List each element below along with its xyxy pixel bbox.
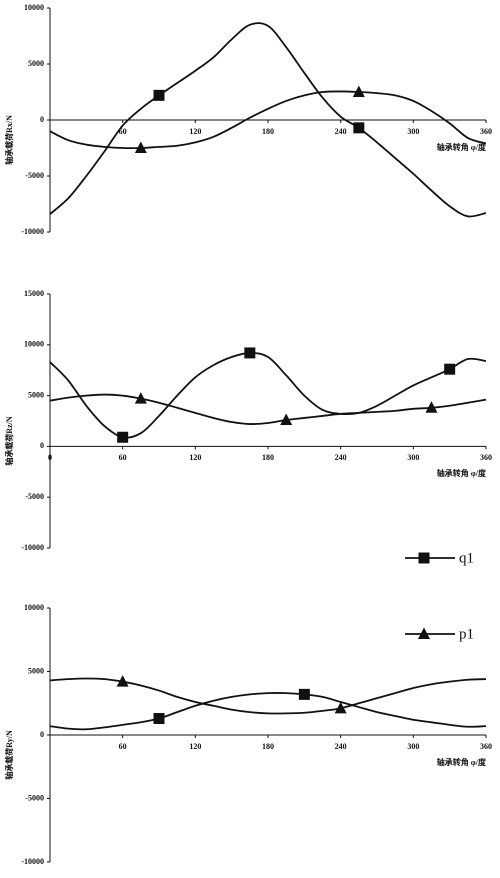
- series-line: [49, 90, 487, 150]
- marker: [117, 431, 129, 443]
- y-tick-label: 5000: [28, 390, 44, 399]
- marker: [352, 85, 365, 97]
- y-tick-label: 10000: [24, 3, 44, 12]
- x-axis-label: 轴承转角 φ/度: [437, 468, 487, 478]
- x-tick-label: 300: [407, 742, 419, 751]
- marker: [425, 401, 438, 413]
- marker: [116, 675, 129, 687]
- x-axis-label: 轴承转角 φ/度: [437, 757, 487, 767]
- marker: [134, 141, 147, 153]
- x-tick-label: 240: [335, 127, 347, 136]
- x-tick-label: 180: [262, 742, 274, 751]
- y-tick-label: 5000: [28, 666, 44, 675]
- x-tick-label: 0: [48, 453, 52, 462]
- x-axis-label: 轴承转角 φ/度: [437, 142, 487, 152]
- marker: [353, 122, 365, 134]
- marker: [298, 688, 310, 700]
- y-tick-label: -10000: [21, 857, 44, 866]
- legend-marker: [418, 552, 430, 564]
- series-line: [49, 22, 487, 218]
- legend-label: q1: [459, 550, 474, 566]
- marker: [153, 89, 165, 101]
- legend-label: p1: [459, 626, 474, 642]
- series-line: [49, 393, 487, 425]
- y-tick-label: 10000: [24, 603, 44, 612]
- y-axis-label: 轴承载荷Rx/N: [4, 115, 14, 165]
- y-tick-label: 0: [40, 730, 44, 739]
- y-axis-label: 轴承载荷Ry/N: [4, 730, 14, 780]
- y-tick-label: -5000: [25, 793, 44, 802]
- series-line: [49, 692, 487, 731]
- y-tick-label: 0: [40, 441, 44, 450]
- x-tick-label: 180: [262, 127, 274, 136]
- x-tick-label: 60: [119, 127, 127, 136]
- marker: [280, 413, 293, 425]
- x-tick-label: 240: [335, 453, 347, 462]
- marker: [153, 712, 165, 724]
- y-tick-label: 5000: [28, 59, 44, 68]
- y-tick-label: -5000: [25, 492, 44, 501]
- x-tick-label: 240: [335, 742, 347, 751]
- x-tick-label: 360: [480, 742, 492, 751]
- marker: [244, 347, 256, 359]
- x-tick-label: 120: [189, 453, 201, 462]
- x-tick-label: 120: [189, 742, 201, 751]
- legend-marker: [418, 627, 430, 639]
- series-line: [49, 677, 487, 715]
- x-tick-label: 300: [407, 127, 419, 136]
- y-axis-label: 轴承载荷Rz/N: [4, 416, 14, 466]
- x-tick-label: 360: [480, 127, 492, 136]
- marker: [444, 363, 456, 375]
- x-tick-label: 60: [119, 742, 127, 751]
- y-tick-label: 10000: [24, 340, 44, 349]
- marker: [134, 392, 147, 404]
- y-tick-label: 0: [40, 115, 44, 124]
- y-tick-label: 15000: [24, 289, 44, 298]
- x-tick-label: 120: [189, 127, 201, 136]
- x-tick-label: 180: [262, 453, 274, 462]
- x-tick-label: 360: [480, 453, 492, 462]
- x-tick-label: 300: [407, 453, 419, 462]
- marker: [334, 701, 347, 714]
- y-tick-label: -10000: [21, 227, 44, 236]
- y-tick-label: -10000: [21, 543, 44, 552]
- y-tick-label: -5000: [25, 171, 44, 180]
- x-tick-label: 60: [119, 453, 127, 462]
